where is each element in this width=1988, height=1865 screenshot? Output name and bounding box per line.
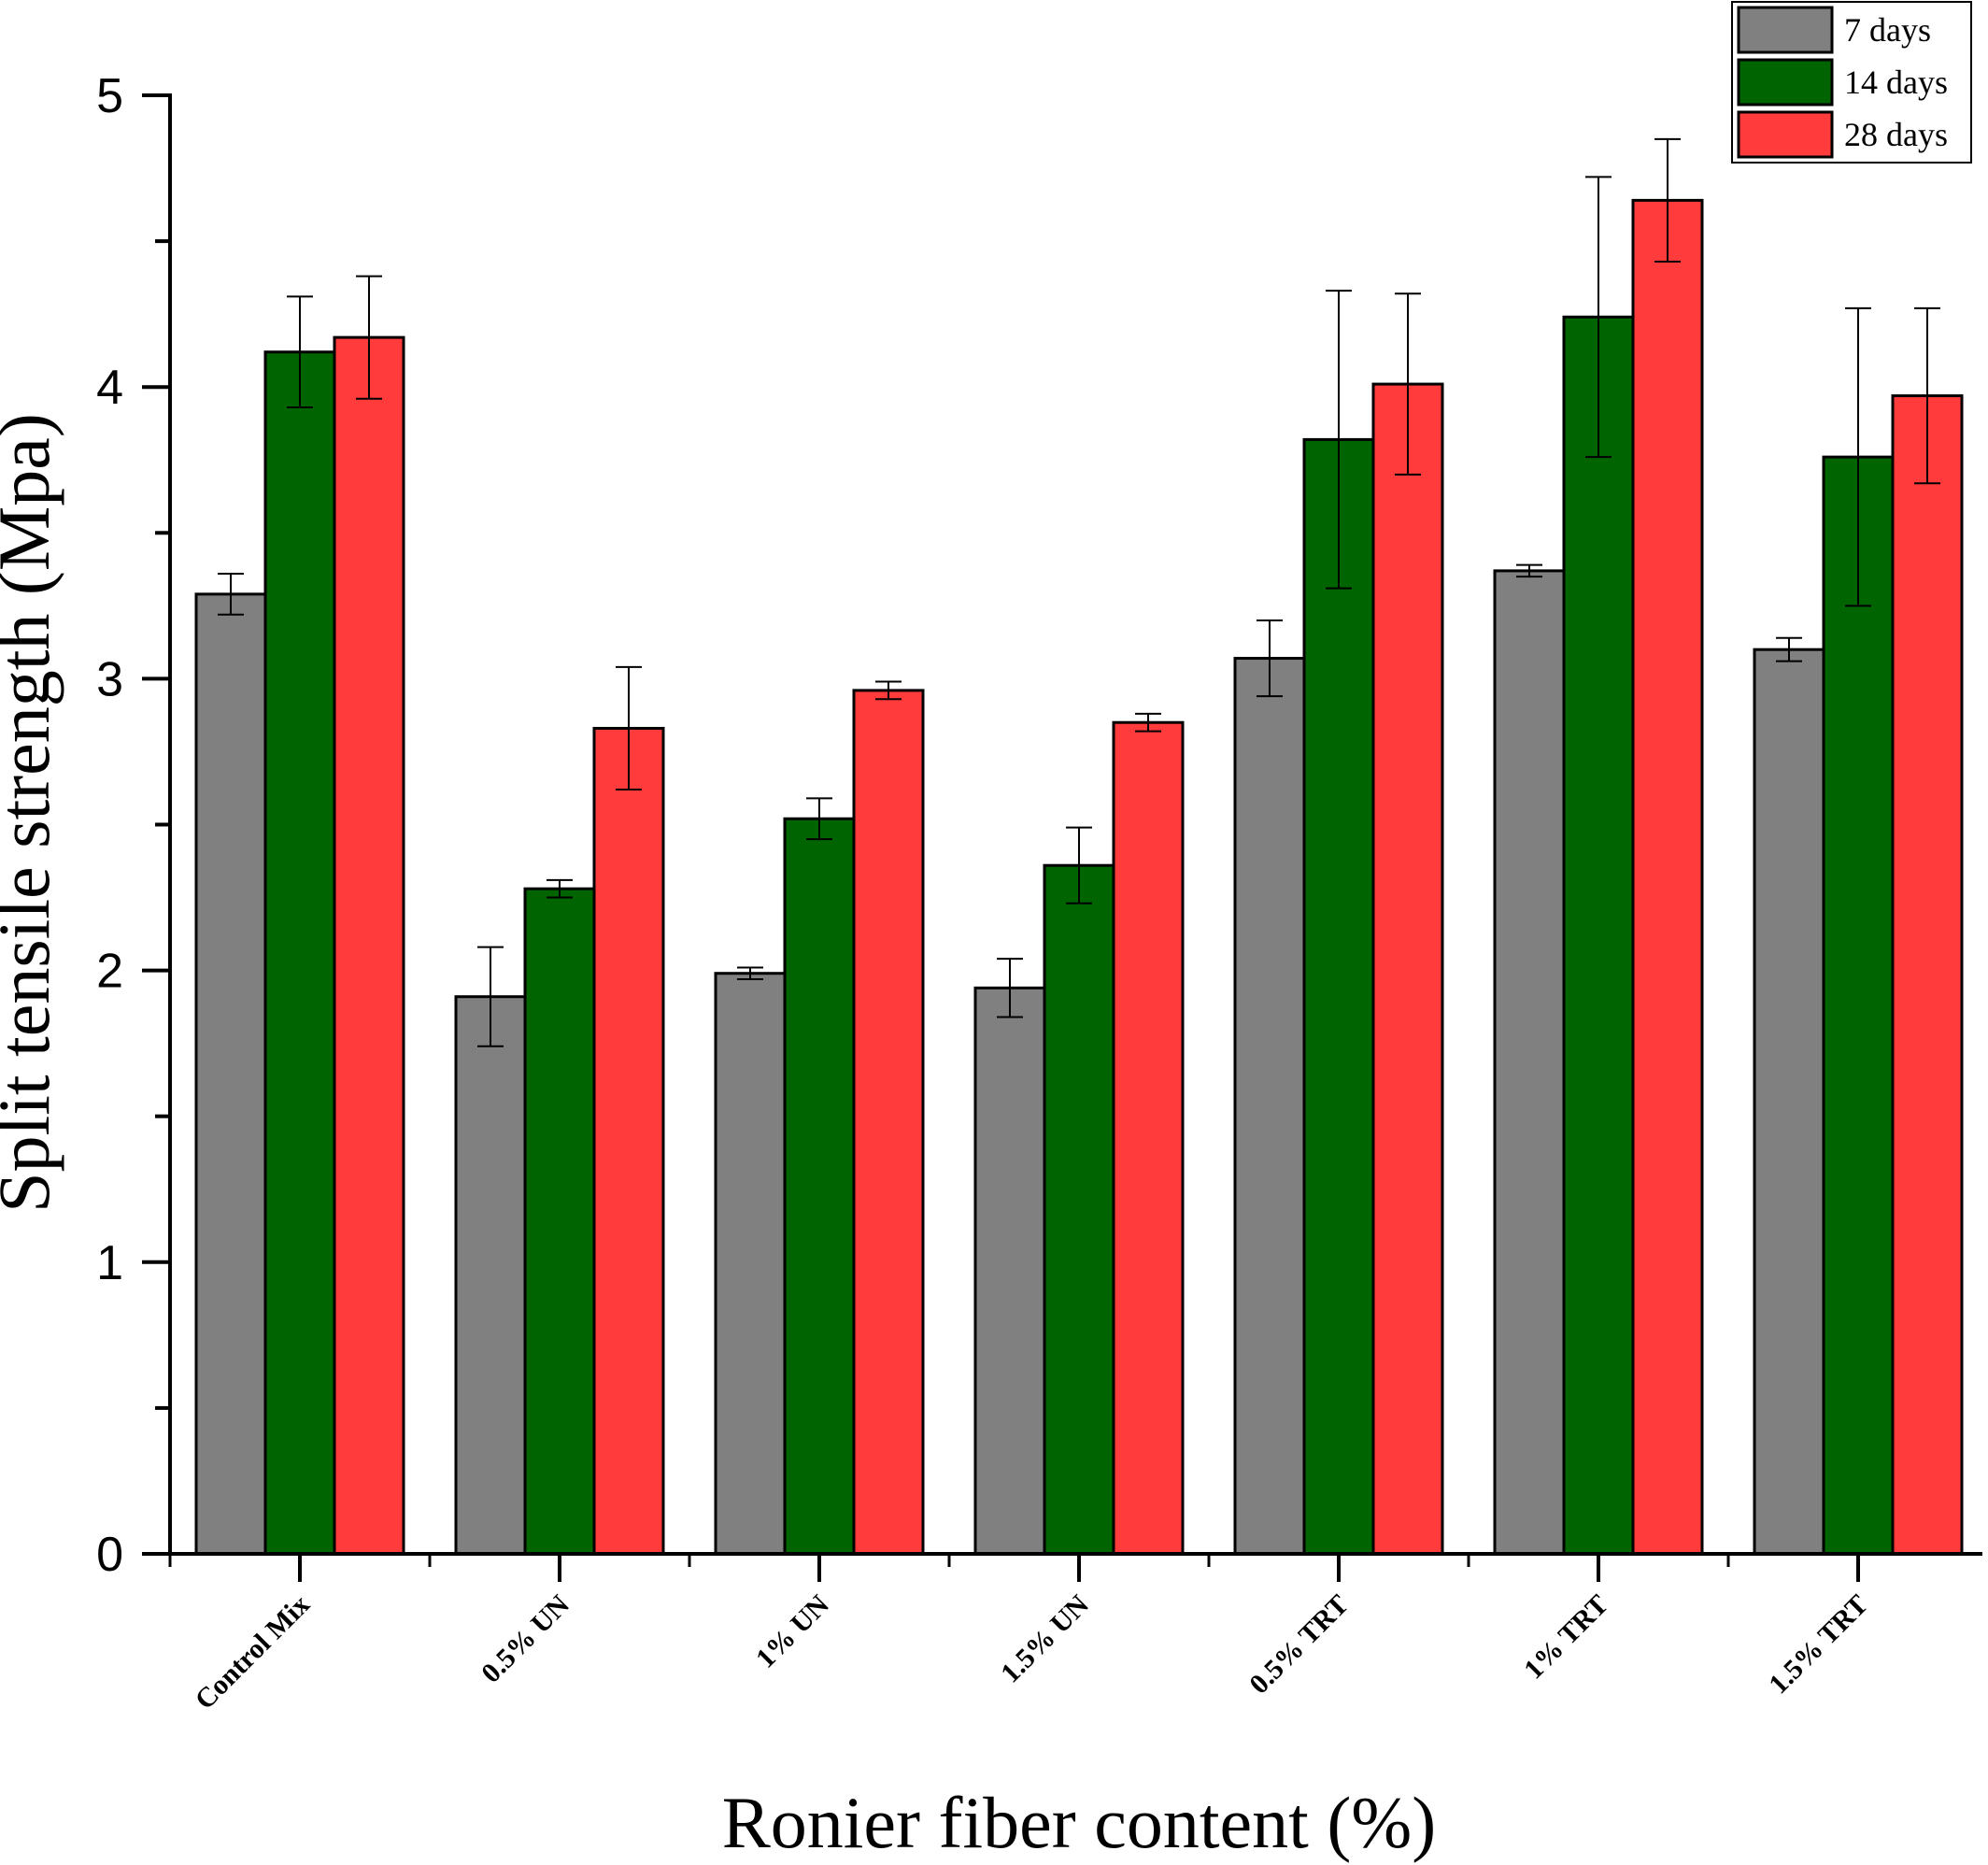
x-tick-label: Control Mix bbox=[189, 1589, 315, 1716]
legend-label: 28 days bbox=[1844, 116, 1948, 153]
bar bbox=[1371, 382, 1444, 1556]
x-tick-label: 1% TRT bbox=[1518, 1589, 1614, 1686]
y-tick-label: 1 bbox=[96, 1236, 123, 1290]
bar bbox=[714, 972, 787, 1556]
x-tick-label: 1% UN bbox=[750, 1588, 835, 1673]
legend-swatch bbox=[1737, 110, 1834, 159]
x-axis-title: Ronier fiber content (%) bbox=[722, 1782, 1437, 1863]
legend: 7 days 14 days 28 days bbox=[1731, 1, 1972, 164]
bar bbox=[1043, 863, 1115, 1556]
bar bbox=[523, 887, 596, 1556]
y-tick-label: 5 bbox=[96, 69, 123, 123]
x-tick-label: 1.5% TRT bbox=[1763, 1589, 1874, 1701]
bar bbox=[333, 335, 405, 1556]
bar bbox=[1822, 455, 1895, 1556]
legend-label: 7 days bbox=[1844, 11, 1931, 49]
bar bbox=[1233, 657, 1306, 1556]
x-tick-label: 0.5% UN bbox=[476, 1588, 575, 1688]
bar bbox=[783, 817, 856, 1556]
bar bbox=[454, 995, 527, 1556]
plot-area bbox=[194, 137, 1964, 1556]
bar bbox=[1493, 569, 1566, 1556]
legend-swatch bbox=[1737, 6, 1834, 54]
y-tick-label: 0 bbox=[96, 1528, 123, 1582]
y-axis: 0 1 2 3 4 5 bbox=[96, 69, 172, 1582]
bar bbox=[973, 986, 1046, 1556]
bar bbox=[852, 689, 925, 1556]
bar bbox=[263, 350, 336, 1556]
bar bbox=[1753, 648, 1825, 1556]
y-tick-label: 3 bbox=[96, 652, 123, 706]
bar bbox=[194, 592, 267, 1556]
bar bbox=[1891, 394, 1964, 1556]
legend-swatch bbox=[1737, 58, 1834, 107]
y-tick-label: 2 bbox=[96, 945, 123, 999]
bar bbox=[1562, 315, 1635, 1556]
bar bbox=[592, 726, 665, 1556]
bar bbox=[1302, 437, 1375, 1556]
x-tick-label: 0.5% TRT bbox=[1243, 1589, 1355, 1701]
y-tick-label: 4 bbox=[96, 361, 123, 415]
bar bbox=[1631, 198, 1704, 1556]
bar bbox=[1112, 720, 1185, 1556]
legend-label: 14 days bbox=[1844, 64, 1948, 101]
x-axis: Control Mix 0.5% UN 1% UN 1.5% UN 0.5% TRT 1%… bbox=[168, 1552, 1982, 1716]
y-axis-title: Split tensile strength (Mpa) bbox=[0, 413, 64, 1213]
x-tick-label: 1.5% UN bbox=[995, 1588, 1095, 1688]
